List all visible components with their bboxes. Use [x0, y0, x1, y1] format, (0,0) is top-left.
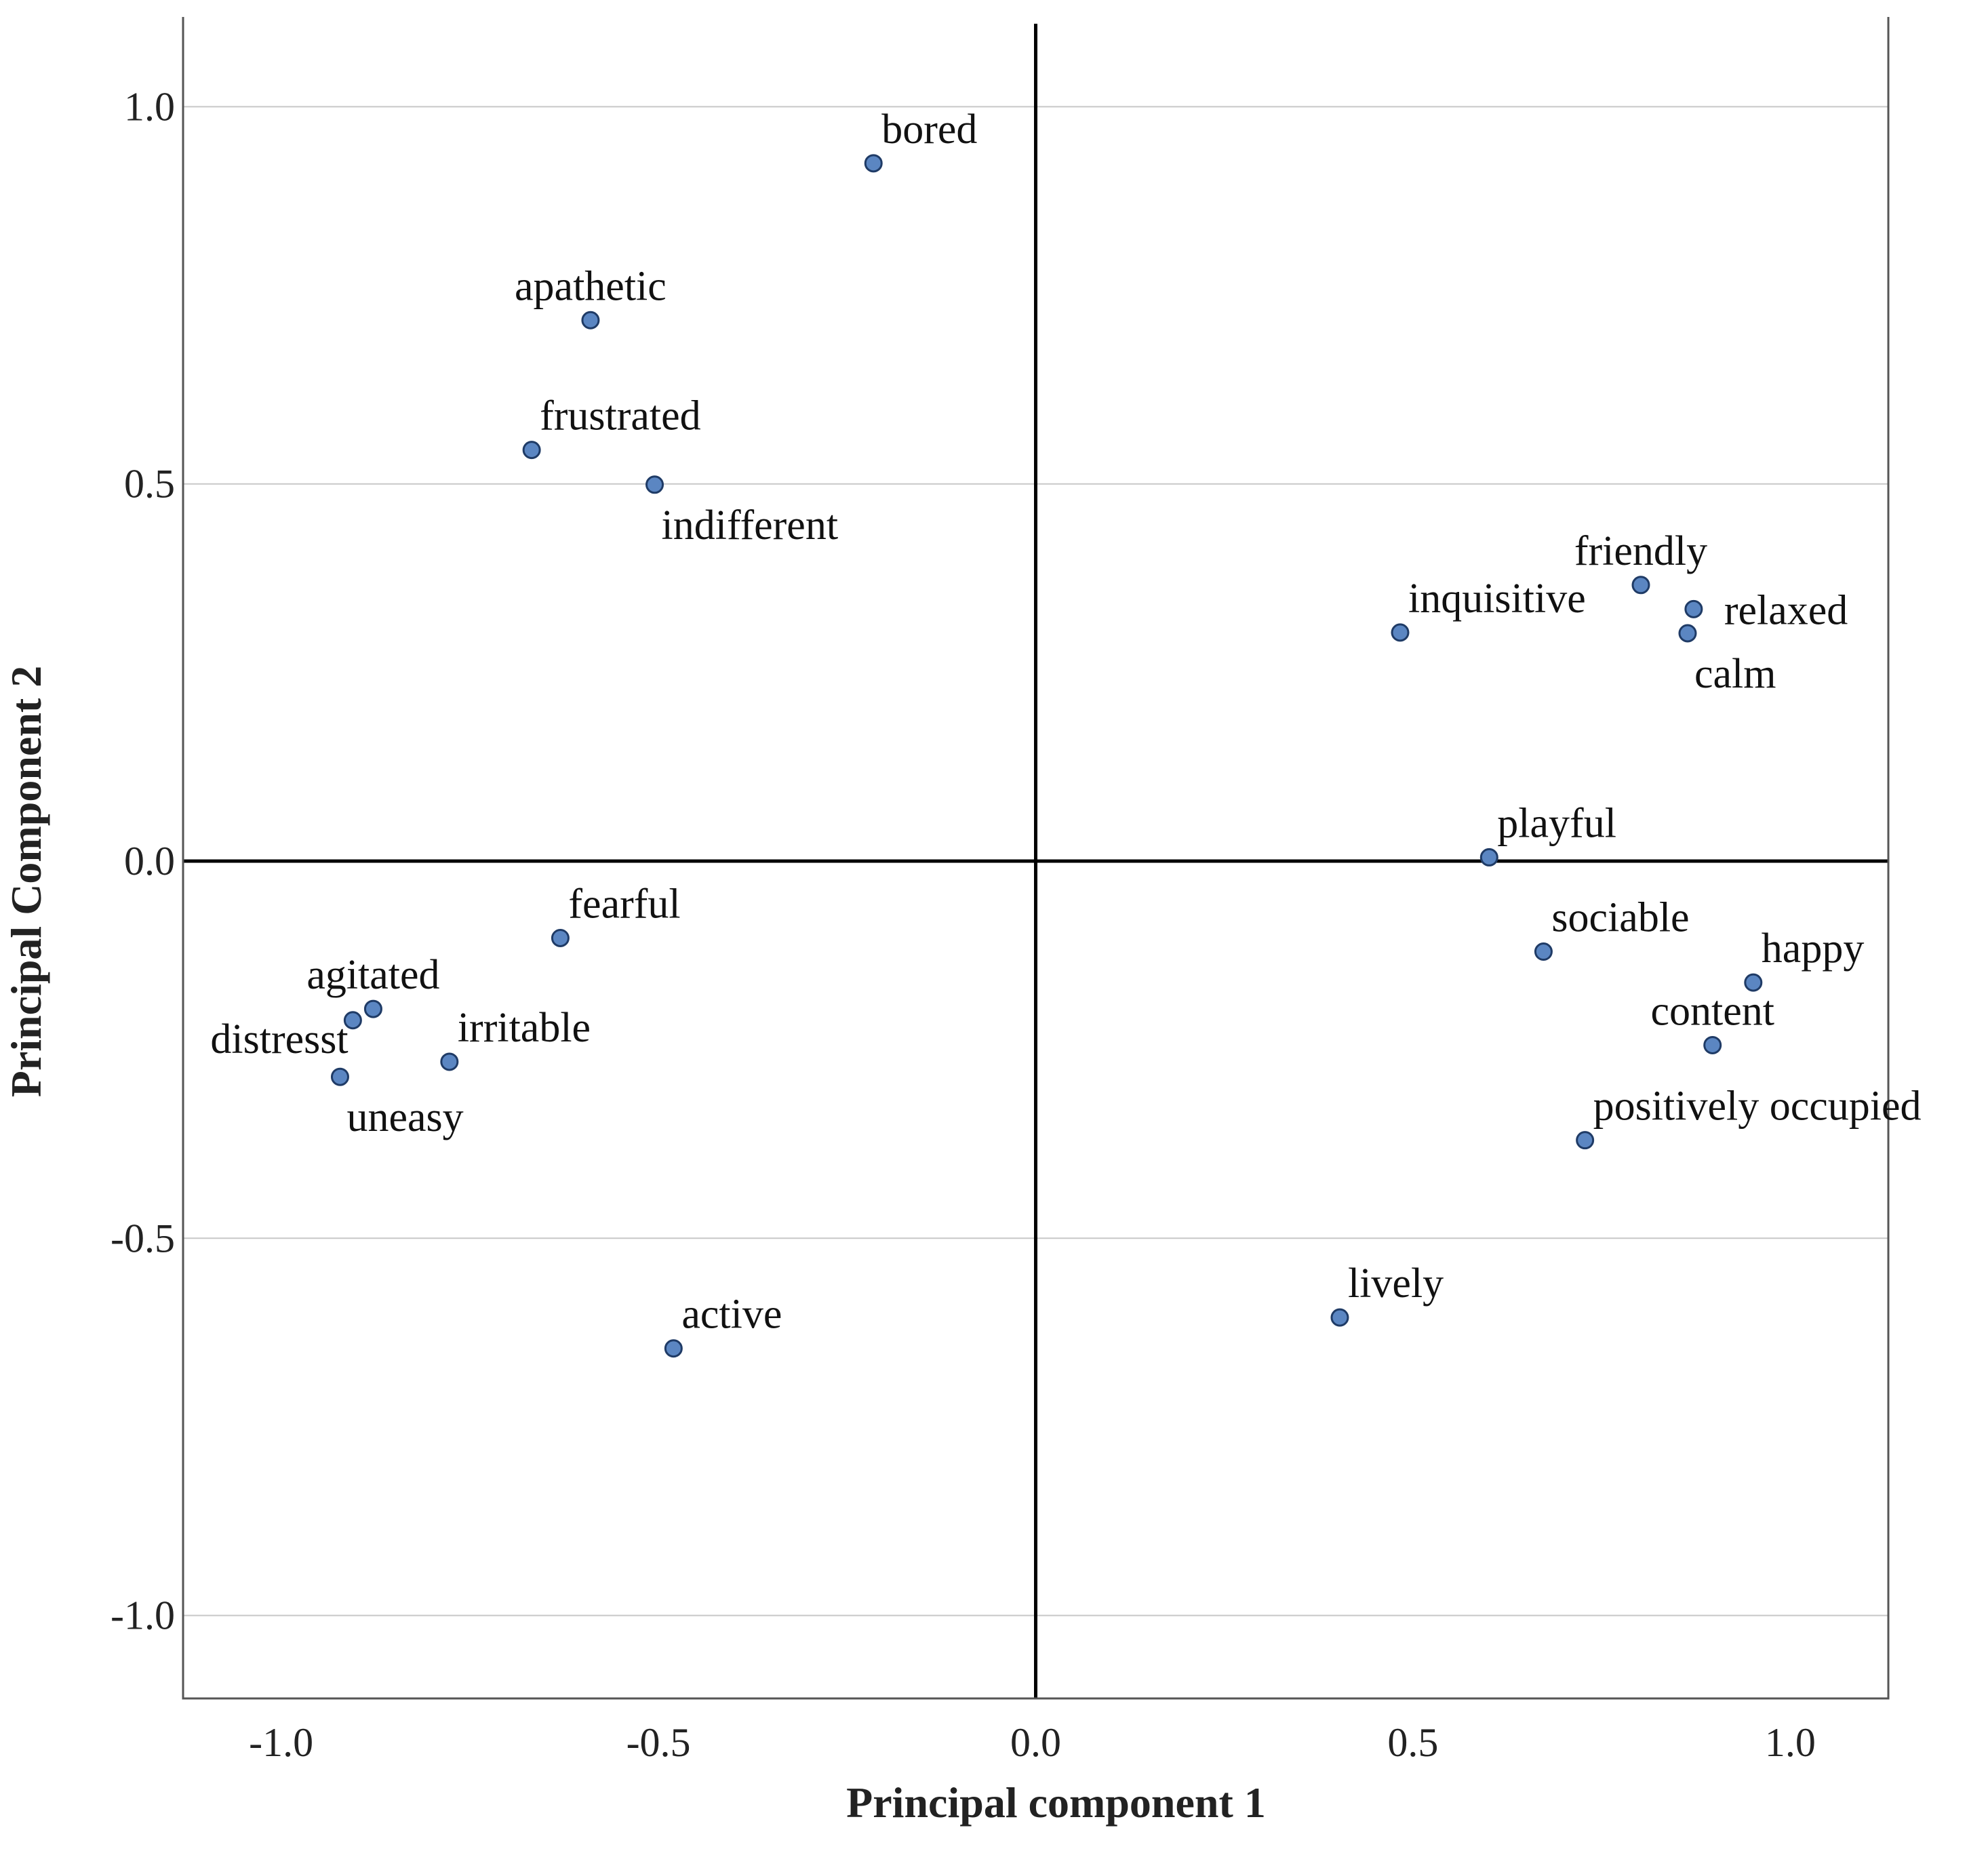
scatter-point: [1391, 623, 1410, 642]
point-label: happy: [1762, 926, 1865, 972]
x-tick-label: 0.5: [1387, 1720, 1438, 1765]
y-axis-title: Principal Component 2: [2, 666, 50, 1097]
point-label: lively: [1348, 1260, 1444, 1307]
point-label: apathetic: [515, 263, 667, 309]
point-label: positively occupied: [1593, 1083, 1922, 1130]
y-tick-label: 0.0: [124, 839, 175, 883]
point-label: sociable: [1551, 895, 1689, 941]
point-label: indifferent: [662, 502, 839, 549]
scatter-point: [1678, 624, 1697, 643]
point-label: uneasy: [346, 1094, 463, 1140]
scatter-point: [645, 475, 664, 494]
scatter-point: [1684, 599, 1703, 618]
y-tick-label: -0.5: [111, 1216, 175, 1260]
point-label: frustrated: [540, 393, 701, 439]
scatter-point: [1534, 942, 1553, 961]
y-tick-label: -1.0: [111, 1593, 175, 1638]
point-label: distresst: [210, 1016, 348, 1062]
point-label: bored: [881, 106, 977, 153]
scatter-point: [440, 1052, 459, 1071]
point-label: fearful: [568, 881, 680, 927]
x-axis-title: Principal component 1: [846, 1778, 1266, 1827]
x-tick-label: -1.0: [249, 1720, 313, 1765]
x-tick-label: 1.0: [1765, 1720, 1816, 1765]
scatter-point: [1703, 1035, 1722, 1054]
scatter-point: [581, 311, 600, 330]
point-label: friendly: [1574, 528, 1707, 574]
scatter-point: [343, 1011, 362, 1030]
point-label: agitated: [306, 952, 439, 998]
scatter-point: [330, 1067, 349, 1086]
scatter-point: [664, 1339, 683, 1358]
point-label: playful: [1497, 800, 1616, 846]
data-points: bored apathetic frustrated indifferent frien…: [210, 106, 1922, 1358]
scatter-point: [1631, 576, 1650, 595]
tick-labels: 1.0 0.5 0.0 -0.5 -1.0 -1.0 -0.5 0.0 0.5 1.0: [111, 84, 1816, 1765]
point-label: calm: [1694, 651, 1776, 697]
zero-axes: [182, 17, 1888, 1700]
point-label: active: [681, 1292, 782, 1338]
point-label: inquisitive: [1408, 576, 1586, 622]
x-tick-label: 0.0: [1010, 1720, 1061, 1765]
plot-frame: [182, 16, 1890, 1700]
scatter-point: [522, 441, 541, 460]
scatter-point: [864, 154, 883, 173]
point-label: relaxed: [1724, 587, 1848, 633]
point-label: content: [1650, 988, 1774, 1034]
scatter-point: [1330, 1308, 1349, 1327]
x-tick-label: -0.5: [627, 1720, 691, 1765]
scatter-point: [1576, 1131, 1595, 1150]
scatter-point: [363, 999, 382, 1018]
scatter-point: [1744, 973, 1763, 992]
scatter-point: [1479, 848, 1498, 867]
point-label: irritable: [458, 1005, 591, 1051]
y-tick-label: 1.0: [124, 84, 175, 129]
y-tick-label: 0.5: [124, 462, 175, 506]
scatter-point: [551, 928, 570, 947]
